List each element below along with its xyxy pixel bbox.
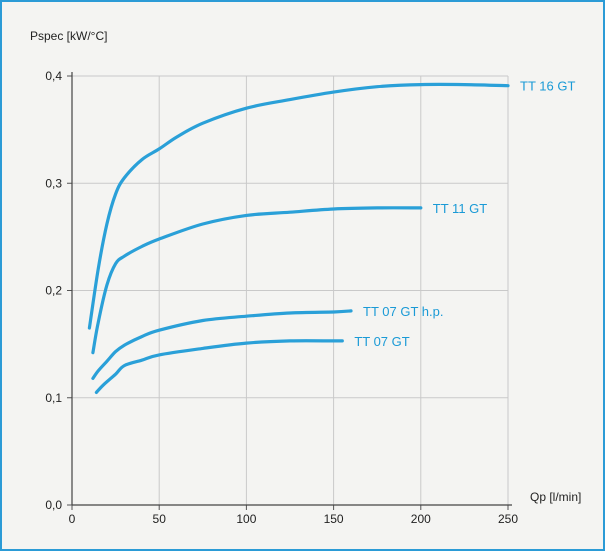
x-tick-label-50: 50 — [153, 512, 167, 526]
y-tick-label-3: 0,3 — [45, 176, 62, 190]
axes: 0 50 100 150 200 250 0,0 0,1 0,2 0,3 0,4 — [45, 69, 518, 526]
y-axis-label: Pspec [kW/°C] — [30, 29, 107, 43]
series-line-tt-16-gt — [87, 82, 510, 330]
x-axis-label: Qp [l/min] — [530, 490, 581, 504]
series-label-tt-07-gt-h-p: TT 07 GT h.p. — [363, 304, 443, 319]
series-lines — [87, 82, 510, 394]
series-label-tt-11-gt: TT 11 GT — [433, 201, 487, 216]
y-tick-label-4: 0,4 — [45, 69, 62, 83]
x-tick-label-100: 100 — [236, 512, 256, 526]
series-labels: TT 16 GT TT 11 GT TT 07 GT h.p. TT 07 GT — [354, 79, 575, 349]
x-tick-label-200: 200 — [411, 512, 431, 526]
x-tick-label-250: 250 — [498, 512, 518, 526]
x-tick-label-150: 150 — [324, 512, 344, 526]
series-label-tt-07-gt: TT 07 GT — [354, 334, 409, 349]
series-line-tt-07-gt-h-p — [91, 309, 353, 380]
series-line-tt-11-gt — [91, 206, 423, 355]
series-label-tt-16-gt: TT 16 GT — [520, 79, 575, 94]
y-tick-label-1: 0,1 — [45, 391, 62, 405]
x-tick-label-0: 0 — [69, 512, 76, 526]
y-tick-label-2: 0,2 — [45, 284, 62, 298]
grid — [72, 75, 509, 505]
series-line-tt-07-gt — [94, 339, 344, 394]
y-tick-label-0: 0,0 — [45, 498, 62, 512]
